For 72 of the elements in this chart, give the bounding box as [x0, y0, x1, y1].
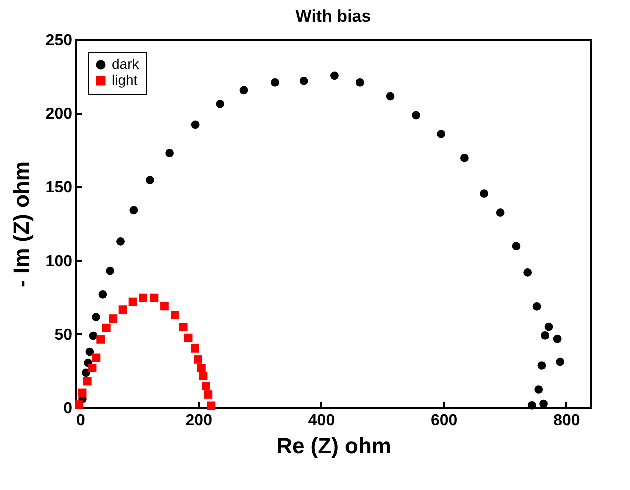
- point: [75, 400, 84, 409]
- point: [538, 362, 546, 370]
- x-tick-label: 600: [431, 412, 458, 430]
- point: [202, 382, 210, 391]
- y-tick-label: 100: [46, 253, 73, 270]
- y-tick-label: 250: [46, 32, 73, 50]
- point: [528, 401, 536, 410]
- point: [92, 354, 101, 362]
- point: [207, 402, 216, 410]
- point: [460, 154, 469, 162]
- point: [160, 302, 169, 311]
- y-tick-label: 200: [46, 106, 73, 124]
- point: [191, 120, 200, 130]
- point: [300, 77, 308, 86]
- point: [179, 323, 188, 332]
- x-tick-label: 800: [554, 412, 580, 430]
- point: [139, 294, 148, 302]
- point: [199, 372, 208, 381]
- point: [184, 334, 193, 342]
- point: [330, 72, 339, 80]
- point: [146, 176, 154, 185]
- point: [386, 92, 395, 101]
- point: [191, 344, 200, 353]
- point: [532, 302, 542, 311]
- y-tick-label: 150: [46, 180, 73, 197]
- point: [130, 206, 138, 215]
- point: [544, 322, 554, 332]
- x-tick-label: 0: [76, 412, 86, 430]
- point: [83, 377, 92, 386]
- point: [171, 311, 180, 320]
- y-tick-label: 0: [64, 400, 73, 418]
- legend-label: light: [112, 72, 138, 88]
- y-tick-label: 50: [54, 326, 73, 344]
- point: [102, 324, 111, 332]
- point: [198, 364, 206, 372]
- point: [271, 78, 280, 87]
- point: [412, 111, 420, 120]
- point: [78, 388, 87, 398]
- point: [356, 78, 364, 87]
- point: [106, 266, 115, 276]
- y-axis-title: - Im (Z) ohm: [8, 162, 34, 288]
- point: [437, 130, 446, 138]
- point: [128, 298, 138, 306]
- point: [89, 332, 98, 340]
- point: [150, 294, 159, 302]
- point: [216, 100, 225, 108]
- x-axis-title: Re (Z) ohm: [276, 434, 392, 458]
- chart-title: With bias: [296, 7, 372, 26]
- point: [118, 306, 128, 314]
- point: [86, 348, 94, 356]
- point: [524, 268, 532, 277]
- point: [496, 208, 505, 217]
- point: [194, 356, 202, 364]
- point: [98, 290, 108, 299]
- point: [116, 237, 125, 246]
- point: [109, 314, 118, 323]
- point: [240, 86, 248, 95]
- point: [480, 190, 489, 198]
- point: [553, 334, 562, 344]
- point: [534, 386, 544, 394]
- x-tick-label: 200: [186, 412, 213, 430]
- point: [556, 358, 565, 366]
- x-tick-label: 400: [308, 412, 336, 430]
- point: [166, 149, 174, 158]
- point: [88, 364, 97, 372]
- point: [92, 313, 100, 322]
- point: [512, 242, 521, 251]
- point: [82, 368, 90, 378]
- point: [204, 390, 213, 399]
- point: [541, 332, 550, 340]
- legend-label: dark: [112, 56, 140, 72]
- point: [96, 336, 106, 344]
